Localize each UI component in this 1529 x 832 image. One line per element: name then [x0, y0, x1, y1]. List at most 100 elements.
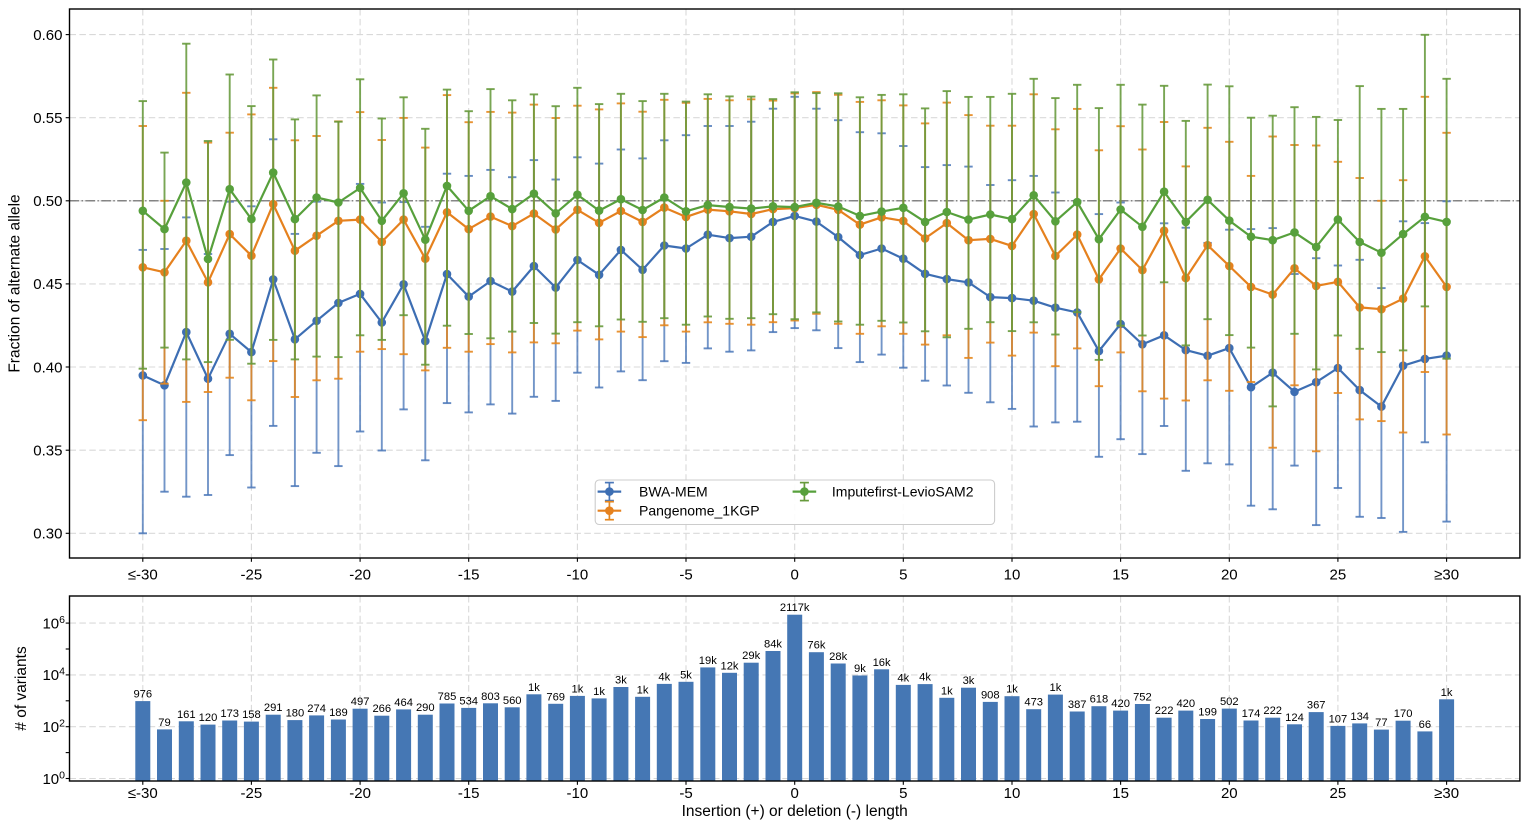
- svg-text:-5: -5: [679, 567, 692, 584]
- svg-text:2117k: 2117k: [780, 602, 810, 614]
- svg-text:464: 464: [394, 697, 413, 709]
- svg-text:1k: 1k: [941, 685, 953, 697]
- svg-text:-10: -10: [567, 785, 589, 802]
- svg-text:5: 5: [899, 567, 907, 584]
- svg-text:367: 367: [1307, 700, 1326, 712]
- svg-text:66: 66: [1419, 719, 1431, 731]
- svg-text:-20: -20: [349, 567, 371, 584]
- svg-text:Imputefirst-LevioSAM2: Imputefirst-LevioSAM2: [832, 484, 974, 500]
- svg-text:≤-30: ≤-30: [128, 567, 158, 584]
- svg-text:161: 161: [177, 709, 196, 721]
- svg-text:769: 769: [546, 691, 565, 703]
- svg-text:10: 10: [1004, 567, 1021, 584]
- svg-text:290: 290: [416, 702, 435, 714]
- svg-text:387: 387: [1068, 699, 1087, 711]
- svg-text:≥30: ≥30: [1434, 567, 1459, 584]
- svg-text:497: 497: [351, 696, 370, 708]
- svg-text:BWA-MEM: BWA-MEM: [639, 484, 708, 500]
- svg-text:15: 15: [1112, 785, 1129, 802]
- svg-text:≤-30: ≤-30: [128, 785, 158, 802]
- svg-text:28k: 28k: [829, 651, 847, 663]
- svg-text:77: 77: [1375, 717, 1387, 729]
- svg-text:0.50: 0.50: [33, 193, 62, 210]
- svg-text:12k: 12k: [720, 660, 738, 672]
- svg-text:9k: 9k: [854, 663, 866, 675]
- svg-text:-20: -20: [349, 785, 371, 802]
- svg-text:124: 124: [1285, 712, 1304, 724]
- svg-text:158: 158: [242, 709, 261, 721]
- svg-text:274: 274: [307, 703, 326, 715]
- svg-text:25: 25: [1330, 567, 1347, 584]
- svg-text:19k: 19k: [699, 655, 717, 667]
- svg-text:4k: 4k: [658, 671, 670, 683]
- svg-text:120: 120: [199, 712, 218, 724]
- svg-text:180: 180: [286, 708, 305, 720]
- svg-text:Pangenome_1KGP: Pangenome_1KGP: [639, 503, 760, 519]
- svg-text:20: 20: [1221, 785, 1238, 802]
- svg-text:107: 107: [1329, 713, 1348, 725]
- svg-text:534: 534: [459, 695, 478, 707]
- svg-text:76k: 76k: [807, 640, 825, 652]
- svg-text:0.35: 0.35: [33, 443, 62, 460]
- svg-text:4k: 4k: [919, 672, 931, 684]
- svg-text:0: 0: [791, 785, 799, 802]
- svg-text:3k: 3k: [615, 675, 627, 687]
- svg-text:Insertion (+) or deletion (-): Insertion (+) or deletion (-) length: [682, 803, 908, 820]
- svg-text:0.45: 0.45: [33, 276, 62, 293]
- svg-text:-25: -25: [241, 785, 263, 802]
- svg-text:79: 79: [158, 717, 170, 729]
- svg-text:-10: -10: [567, 567, 589, 584]
- svg-text:189: 189: [329, 707, 348, 719]
- svg-text:420: 420: [1176, 698, 1195, 710]
- svg-text:5: 5: [899, 785, 907, 802]
- svg-text:1k: 1k: [1441, 687, 1453, 699]
- svg-text:0.55: 0.55: [33, 110, 62, 127]
- svg-text:134: 134: [1350, 711, 1369, 723]
- svg-text:-25: -25: [241, 567, 263, 584]
- svg-text:≥30: ≥30: [1434, 785, 1459, 802]
- svg-text:1k: 1k: [637, 684, 649, 696]
- svg-text:502: 502: [1220, 696, 1239, 708]
- svg-text:1k: 1k: [593, 686, 605, 698]
- svg-text:15: 15: [1112, 567, 1129, 584]
- svg-text:25: 25: [1330, 785, 1347, 802]
- svg-text:5k: 5k: [680, 669, 692, 681]
- svg-text:420: 420: [1111, 698, 1130, 710]
- svg-text:170: 170: [1394, 708, 1413, 720]
- svg-text:0.30: 0.30: [33, 526, 62, 543]
- svg-text:1k: 1k: [528, 682, 540, 694]
- svg-text:803: 803: [481, 691, 500, 703]
- svg-text:-5: -5: [679, 785, 692, 802]
- svg-text:-15: -15: [458, 785, 480, 802]
- svg-text:785: 785: [438, 691, 457, 703]
- svg-text:174: 174: [1242, 708, 1261, 720]
- svg-text:29k: 29k: [742, 650, 760, 662]
- svg-text:976: 976: [133, 689, 152, 701]
- svg-text:20: 20: [1221, 567, 1238, 584]
- svg-text:560: 560: [503, 695, 522, 707]
- svg-text:-15: -15: [458, 567, 480, 584]
- svg-text:16k: 16k: [873, 657, 891, 669]
- svg-text:1k: 1k: [1049, 682, 1061, 694]
- svg-text:84k: 84k: [764, 639, 782, 651]
- svg-text:291: 291: [264, 702, 283, 714]
- svg-text:Fraction of alternate allele: Fraction of alternate allele: [7, 194, 24, 372]
- svg-text:0.40: 0.40: [33, 359, 62, 376]
- svg-text:908: 908: [981, 689, 1000, 701]
- svg-text:173: 173: [220, 708, 239, 720]
- svg-text:618: 618: [1090, 694, 1109, 706]
- svg-text:222: 222: [1263, 705, 1282, 717]
- svg-text:0: 0: [791, 567, 799, 584]
- svg-text:# of variants: # of variants: [13, 646, 30, 731]
- svg-text:222: 222: [1155, 705, 1174, 717]
- svg-text:10: 10: [1004, 785, 1021, 802]
- svg-text:0.60: 0.60: [33, 27, 62, 44]
- svg-text:4k: 4k: [897, 672, 909, 684]
- svg-text:199: 199: [1198, 707, 1217, 719]
- svg-text:266: 266: [372, 703, 391, 715]
- svg-text:1k: 1k: [1006, 684, 1018, 696]
- svg-text:752: 752: [1133, 692, 1152, 704]
- svg-text:3k: 3k: [963, 675, 975, 687]
- svg-text:473: 473: [1024, 697, 1043, 709]
- svg-text:1k: 1k: [571, 683, 583, 695]
